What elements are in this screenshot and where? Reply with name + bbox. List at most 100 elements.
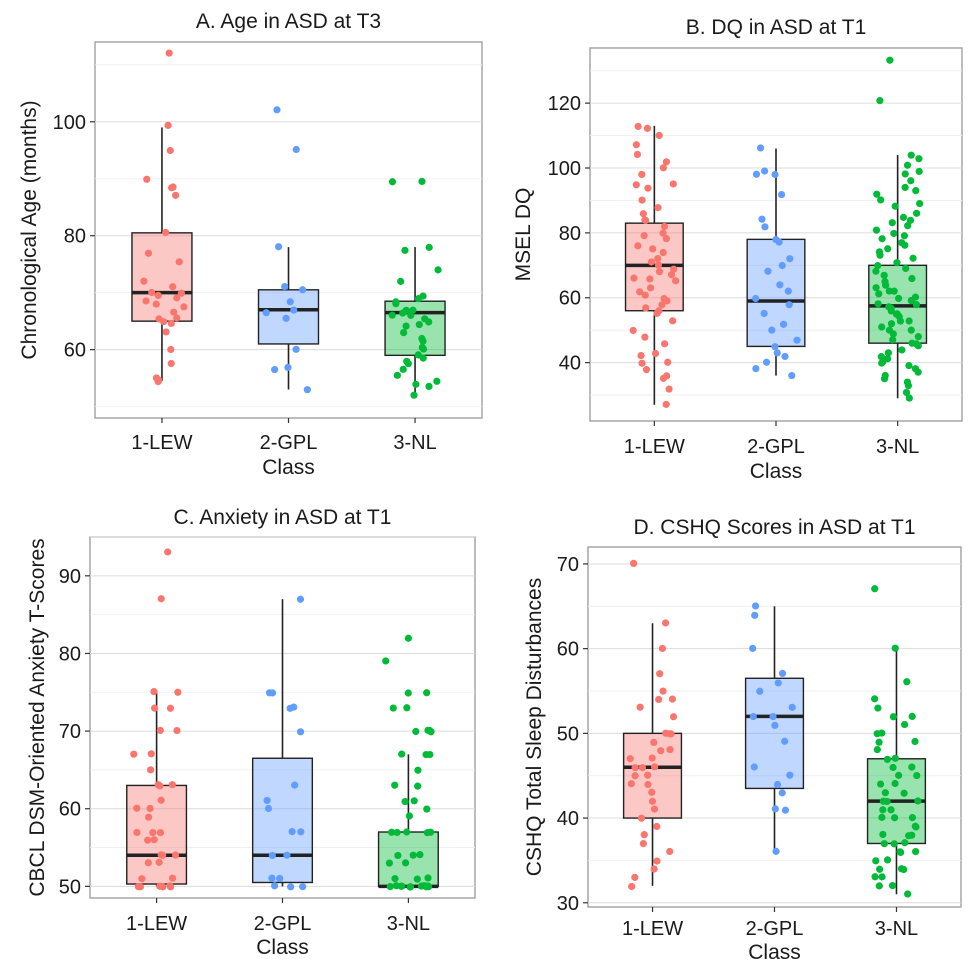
- data-point: [632, 141, 640, 149]
- data-point: [773, 780, 782, 789]
- data-point: [410, 391, 418, 399]
- data-point: [655, 268, 664, 276]
- data-point: [659, 374, 668, 382]
- data-point: [631, 873, 639, 881]
- data-point: [166, 704, 175, 712]
- data-point: [912, 187, 920, 195]
- data-point: [423, 829, 431, 837]
- data-point: [915, 155, 923, 163]
- data-point: [290, 703, 298, 711]
- data-point: [162, 228, 170, 237]
- data-point: [887, 806, 895, 814]
- data-point: [639, 210, 647, 218]
- data-point: [422, 882, 430, 890]
- data-point: [405, 812, 413, 820]
- data-point: [433, 377, 441, 385]
- data-point: [649, 245, 657, 253]
- data-point: [400, 328, 408, 337]
- data-point: [659, 687, 667, 695]
- data-point: [388, 311, 396, 319]
- data-point: [878, 729, 886, 737]
- y-tick-label: 100: [548, 158, 581, 180]
- data-point: [882, 281, 890, 289]
- data-point: [788, 371, 796, 380]
- data-point: [150, 836, 158, 844]
- data-point: [664, 358, 672, 366]
- data-point: [648, 754, 656, 762]
- data-point: [878, 323, 886, 331]
- data-point: [883, 856, 892, 864]
- data-point: [644, 771, 652, 779]
- data-point: [886, 56, 894, 64]
- data-point: [758, 215, 766, 223]
- data-point: [393, 371, 401, 379]
- y-tick-label: 80: [64, 226, 86, 248]
- data-point: [268, 689, 277, 697]
- data-point: [771, 343, 779, 351]
- data-point: [385, 859, 393, 867]
- data-point: [905, 361, 913, 370]
- data-point: [749, 712, 757, 721]
- data-point: [386, 882, 394, 891]
- data-point: [908, 763, 916, 771]
- data-point: [637, 351, 645, 360]
- data-point: [165, 49, 173, 57]
- data-point: [402, 322, 410, 330]
- data-point: [873, 745, 881, 754]
- panel-D: 30 40 50 60 70 1-LEW 2-GPL 3-NL D. CSHQ Scores i…: [523, 516, 962, 959]
- data-point: [629, 326, 637, 335]
- y-tick-label: 60: [557, 639, 579, 661]
- data-point: [659, 229, 667, 237]
- data-point: [776, 281, 784, 289]
- data-point: [788, 703, 796, 711]
- data-point: [646, 284, 655, 292]
- data-point: [881, 789, 889, 797]
- data-point: [641, 216, 649, 224]
- data-point: [781, 737, 789, 745]
- data-point: [902, 264, 910, 273]
- data-point: [647, 258, 656, 266]
- data-point: [425, 318, 433, 326]
- data-point: [752, 294, 760, 303]
- data-point: [890, 287, 898, 295]
- y-tick-label: 90: [59, 566, 81, 588]
- data-point: [168, 874, 177, 882]
- data-point: [905, 394, 913, 402]
- data-point: [659, 164, 667, 172]
- data-point: [907, 177, 915, 185]
- data-point: [900, 789, 908, 797]
- data-point: [878, 813, 886, 821]
- data-point: [750, 763, 758, 771]
- data-point: [284, 363, 292, 372]
- data-point: [627, 780, 635, 788]
- data-point: [907, 296, 915, 305]
- data-point: [167, 359, 175, 368]
- data-point: [761, 167, 769, 175]
- data-point: [414, 782, 422, 790]
- data-point: [434, 266, 442, 274]
- data-point: [413, 875, 421, 883]
- data-point: [889, 336, 897, 344]
- data-point: [900, 232, 909, 240]
- data-point: [873, 190, 881, 198]
- data-point: [786, 771, 794, 779]
- data-point: [914, 368, 922, 376]
- data-point: [660, 340, 669, 348]
- data-point: [890, 840, 898, 848]
- data-point: [891, 202, 899, 210]
- data-point: [142, 297, 150, 305]
- y-tick-label: 70: [59, 721, 81, 743]
- data-point: [756, 144, 765, 152]
- data-point: [157, 595, 165, 603]
- y-tick-label: 40: [557, 808, 579, 830]
- data-point: [157, 796, 165, 804]
- data-point: [642, 366, 651, 374]
- data-point: [895, 294, 903, 303]
- y-tick-label: 80: [559, 223, 581, 245]
- y-tick-label: 80: [59, 643, 81, 665]
- data-point: [897, 865, 906, 873]
- data-point: [173, 294, 181, 302]
- data-point: [641, 291, 649, 299]
- data-point: [160, 318, 168, 326]
- data-point: [299, 883, 307, 891]
